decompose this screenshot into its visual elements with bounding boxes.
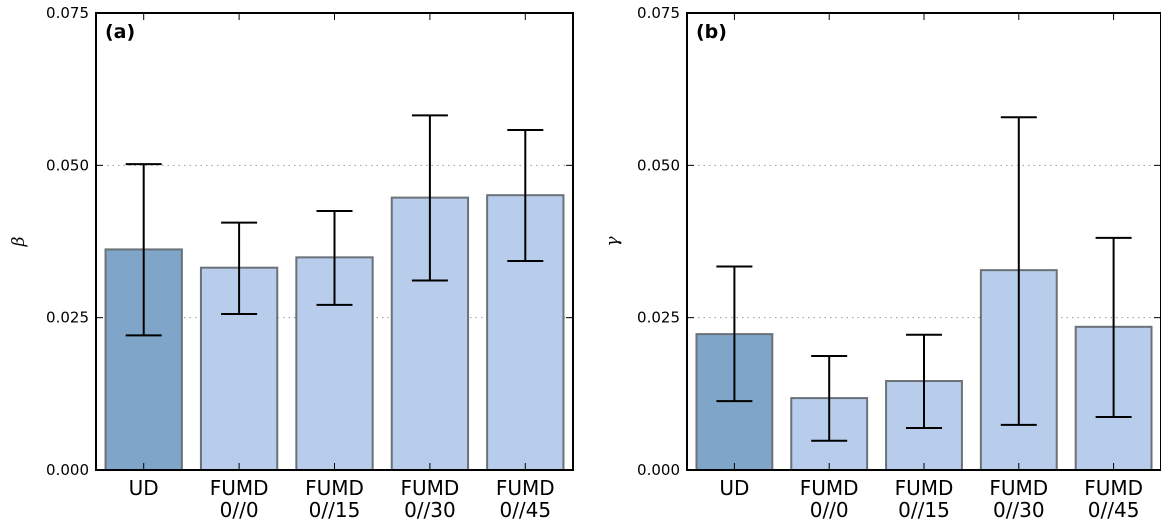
x-tick-label: UD bbox=[129, 476, 159, 500]
y-axis-label: β bbox=[9, 236, 29, 247]
x-tick-label: FUMD 0//0 bbox=[210, 476, 269, 522]
x-tick-label-line: 0//0 bbox=[810, 498, 849, 522]
x-tick-label-line: UD bbox=[719, 476, 749, 500]
panel-label: (a) bbox=[105, 21, 135, 43]
y-tick-label: 0.000 bbox=[46, 461, 89, 479]
x-tick-label-line: 0//30 bbox=[993, 498, 1045, 522]
y-tick-label: 0.075 bbox=[46, 4, 89, 22]
y-tick-label: 0.000 bbox=[637, 461, 680, 479]
x-tick-label-line: 0//45 bbox=[499, 498, 551, 522]
panel-label: (b) bbox=[696, 21, 727, 43]
x-tick-label: FUMD 0//45 bbox=[496, 476, 555, 522]
x-tick-label: FUMD 0//30 bbox=[989, 476, 1048, 522]
x-tick-label-line: FUMD bbox=[1084, 476, 1143, 500]
x-tick-label: FUMD 0//15 bbox=[895, 476, 954, 522]
y-tick-label: 0.050 bbox=[637, 156, 680, 174]
x-tick-label-line: FUMD bbox=[400, 476, 459, 500]
y-tick-label: 0.075 bbox=[637, 4, 680, 22]
x-tick-label-line: FUMD bbox=[210, 476, 269, 500]
y-axis-label: γ bbox=[603, 236, 623, 247]
x-tick-label: FUMD 0//15 bbox=[305, 476, 364, 522]
x-tick-label-line: UD bbox=[129, 476, 159, 500]
x-tick-label-line: FUMD bbox=[800, 476, 859, 500]
bar bbox=[486, 194, 565, 471]
x-tick-label-line: 0//15 bbox=[898, 498, 950, 522]
x-tick-label-line: FUMD bbox=[989, 476, 1048, 500]
x-tick-label: FUMD 0//45 bbox=[1084, 476, 1143, 522]
x-tick-label: FUMD 0//30 bbox=[400, 476, 459, 522]
x-tick-label-line: FUMD bbox=[496, 476, 555, 500]
x-tick-label: UD bbox=[719, 476, 749, 500]
x-tick-label-line: FUMD bbox=[895, 476, 954, 500]
y-tick-label: 0.025 bbox=[46, 309, 89, 327]
x-tick-label-line: 0//0 bbox=[220, 498, 259, 522]
y-tick-label: 0.050 bbox=[46, 156, 89, 174]
x-tick-label-line: FUMD bbox=[305, 476, 364, 500]
x-tick-label: FUMD 0//0 bbox=[800, 476, 859, 522]
plot-frame bbox=[95, 12, 574, 471]
plot-frame bbox=[686, 12, 1161, 471]
y-tick-label: 0.025 bbox=[637, 309, 680, 327]
x-tick-label-line: 0//30 bbox=[404, 498, 456, 522]
x-tick-label-line: 0//45 bbox=[1088, 498, 1140, 522]
x-tick-label-line: 0//15 bbox=[309, 498, 361, 522]
